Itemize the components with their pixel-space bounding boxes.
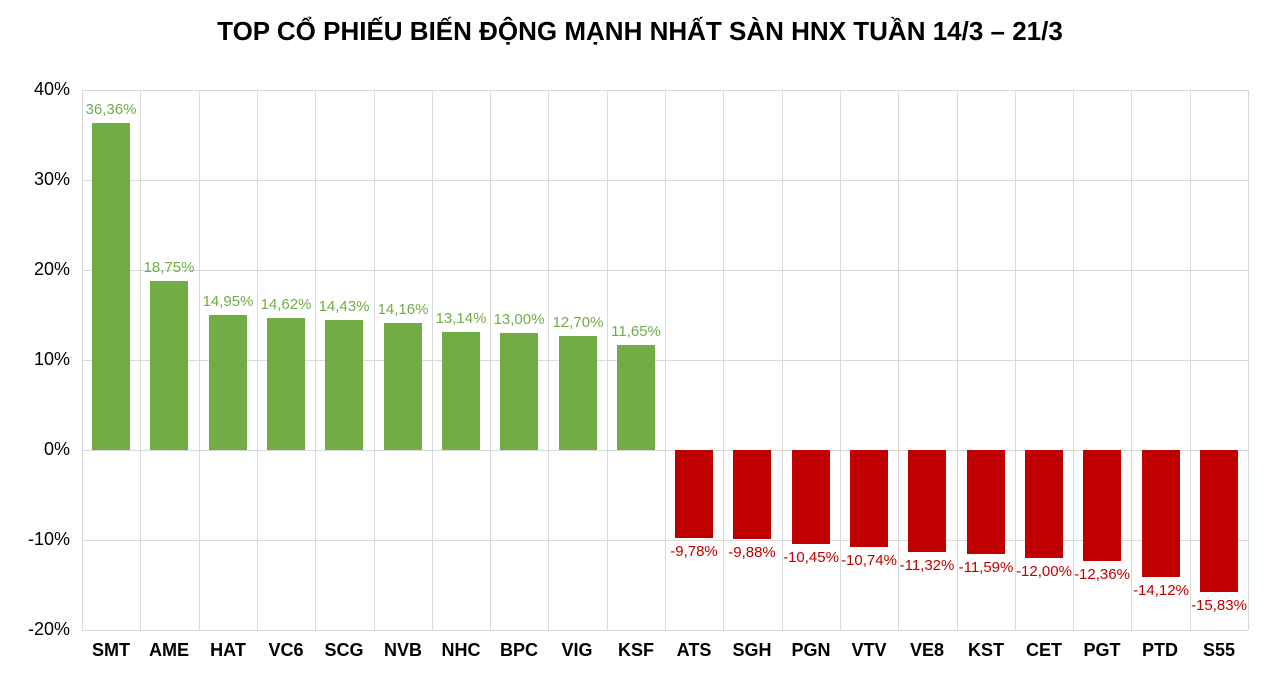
bar-SCG: [325, 320, 363, 450]
gridline-vertical: [490, 90, 491, 630]
gridline-vertical: [199, 90, 200, 630]
gridline-vertical: [82, 90, 83, 630]
plot-area: 36,36% 18,75% 14,95% 14,62% 14,43% 14,16% 13,1…: [82, 90, 1249, 631]
bar-ATS: [675, 450, 713, 538]
value-label-PGT: -12,36%: [1074, 566, 1130, 583]
x-axis-tick-KST: KST: [968, 640, 1004, 660]
y-axis-tick: 30%: [33, 169, 70, 189]
value-label-S55: -15,83%: [1191, 597, 1247, 614]
value-label-VTV: -10,74%: [841, 552, 897, 569]
value-label-HAT: 14,95%: [202, 293, 254, 310]
bar-AME: [150, 281, 188, 450]
gridline-vertical: [1015, 90, 1016, 630]
bar-KST: [967, 450, 1005, 554]
value-label-SMT: 36,36%: [85, 101, 137, 118]
gridline-vertical: [315, 90, 316, 630]
y-axis-tick: 10%: [33, 349, 70, 369]
gridline-vertical: [1248, 90, 1249, 630]
x-axis-tick-VIG: VIG: [561, 640, 593, 660]
gridline-vertical: [665, 90, 666, 630]
y-axis-tick: 0%: [43, 439, 70, 459]
value-label-BPC: 13,00%: [493, 311, 545, 328]
x-axis-tick-S55: S55: [1202, 640, 1236, 660]
bar-PTD: [1142, 450, 1180, 577]
y-axis-tick: -10%: [27, 529, 70, 549]
value-label-ATS: -9,78%: [670, 543, 718, 560]
gridline-horizontal: [82, 630, 1248, 631]
x-axis: SMT AME HAT VC6 SCG NVB NHC BPC VIG KSF ATS SGH PGN V…: [82, 640, 1248, 670]
bar-VTV: [850, 450, 888, 547]
gridline-vertical: [257, 90, 258, 630]
x-axis-tick-VC6: VC6: [268, 640, 304, 660]
gridline-vertical: [723, 90, 724, 630]
bar-VIG: [559, 336, 597, 450]
bar-SMT: [92, 123, 130, 450]
y-axis-tick: 20%: [33, 259, 70, 279]
x-axis-tick-PGT: PGT: [1083, 640, 1121, 660]
bar-KSF: [617, 345, 655, 450]
bar-SGH: [733, 450, 771, 539]
value-label-PGN: -10,45%: [783, 549, 839, 566]
bar-BPC: [500, 333, 538, 450]
gridline-vertical: [840, 90, 841, 630]
x-axis-tick-KSF: KSF: [618, 640, 654, 660]
x-axis-tick-VTV: VTV: [851, 640, 887, 660]
gridline-vertical: [432, 90, 433, 630]
gridline-vertical: [548, 90, 549, 630]
chart-title: TOP CỔ PHIẾU BIẾN ĐỘNG MẠNH NHẤT SÀN HNX…: [217, 16, 1063, 46]
gridline-vertical: [782, 90, 783, 630]
bar-NVB: [384, 323, 422, 450]
bar-VC6: [267, 318, 305, 450]
value-label-AME: 18,75%: [143, 259, 195, 276]
value-label-KSF: 11,65%: [611, 323, 661, 340]
bar-NHC: [442, 332, 480, 450]
x-axis-tick-VE8: VE8: [909, 640, 945, 660]
gridline-vertical: [1131, 90, 1132, 630]
bar-HAT: [209, 315, 247, 450]
gridline-vertical: [374, 90, 375, 630]
x-axis-tick-BPC: BPC: [499, 640, 538, 660]
x-axis-tick-ATS: ATS: [676, 640, 712, 660]
gridline-vertical: [607, 90, 608, 630]
x-axis-tick-HAT: HAT: [210, 640, 246, 660]
value-label-NHC: 13,14%: [435, 310, 487, 327]
value-label-NVB: 14,16%: [377, 301, 429, 318]
value-label-VE8: -11,32%: [899, 557, 955, 574]
gridline-vertical: [1073, 90, 1074, 630]
value-label-VC6: 14,62%: [260, 296, 312, 313]
value-label-CET: -12,00%: [1016, 563, 1072, 580]
x-axis-tick-NVB: NVB: [383, 640, 422, 660]
gridline-vertical: [140, 90, 141, 630]
bar-PGT: [1083, 450, 1121, 561]
gridline-vertical: [898, 90, 899, 630]
bar-PGN: [792, 450, 830, 544]
y-axis-tick: -20%: [27, 619, 70, 639]
bar-CET: [1025, 450, 1063, 558]
value-label-SGH: -9,88%: [728, 544, 776, 561]
x-axis-tick-NHC: NHC: [441, 640, 481, 660]
x-axis-tick-SMT: SMT: [92, 640, 130, 660]
x-axis-tick-PTD: PTD: [1142, 640, 1178, 660]
x-axis-tick-AME: AME: [149, 640, 189, 660]
x-axis-tick-SCG: SCG: [324, 640, 364, 660]
gridline-vertical: [957, 90, 958, 630]
gridline-vertical: [1190, 90, 1191, 630]
value-label-KST: -11,59%: [958, 559, 1014, 576]
value-label-PTD: -14,12%: [1133, 582, 1189, 599]
y-axis-tick: 40%: [33, 79, 70, 99]
value-label-SCG: 14,43%: [318, 298, 370, 315]
bar-S55: [1200, 450, 1238, 592]
x-axis-tick-CET: CET: [1026, 640, 1062, 660]
y-axis: 40% 30% 20% 10% 0% -10% -20%: [0, 79, 70, 639]
bar-VE8: [908, 450, 946, 552]
x-axis-tick-PGN: PGN: [791, 640, 831, 660]
x-axis-tick-SGH: SGH: [732, 640, 772, 660]
value-label-VIG: 12,70%: [552, 314, 604, 331]
